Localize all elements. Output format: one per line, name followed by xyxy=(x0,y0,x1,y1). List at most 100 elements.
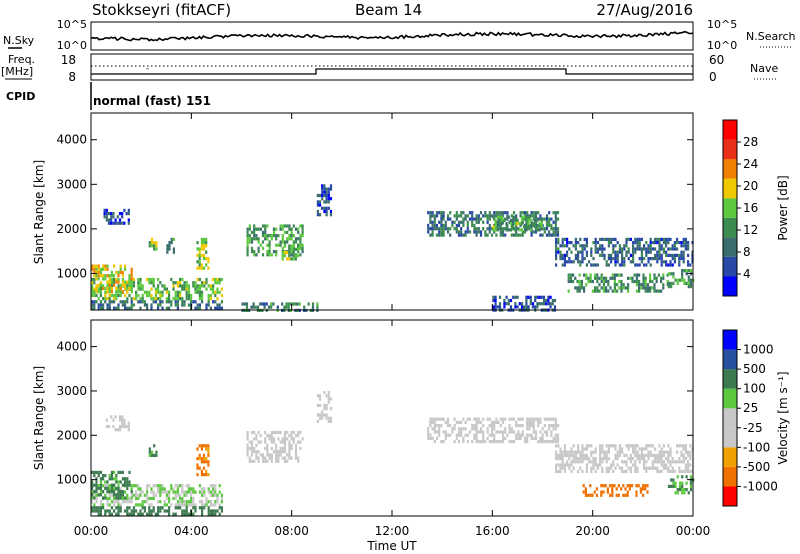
data-cell xyxy=(561,460,564,464)
data-cell xyxy=(150,509,153,513)
data-cell xyxy=(157,287,160,291)
data-cell xyxy=(526,211,529,215)
data-cell xyxy=(137,300,140,304)
data-cell xyxy=(596,250,599,254)
data-cell xyxy=(201,512,204,516)
data-cell xyxy=(153,244,156,248)
data-cell xyxy=(316,413,319,417)
data-cell xyxy=(519,417,522,421)
data-cell xyxy=(130,487,133,491)
data-cell xyxy=(275,253,278,257)
data-cell xyxy=(596,263,599,267)
data-cell xyxy=(123,421,126,425)
data-cell xyxy=(216,493,219,497)
data-cell xyxy=(518,228,521,232)
data-cell xyxy=(159,293,162,298)
data-cell xyxy=(168,490,171,494)
data-cell xyxy=(442,440,445,444)
data-cell xyxy=(93,274,96,278)
data-cell xyxy=(570,241,573,245)
data-cell xyxy=(462,440,465,444)
data-cell xyxy=(585,250,588,254)
data-cell xyxy=(124,477,127,481)
data-cell xyxy=(272,234,276,238)
data-cell xyxy=(477,227,480,231)
data-cell xyxy=(275,459,278,463)
data-cell xyxy=(636,244,639,248)
data-cell xyxy=(97,287,100,291)
data-cell xyxy=(596,241,599,245)
data-cell xyxy=(146,290,149,294)
data-cell xyxy=(444,433,447,437)
data-cell xyxy=(618,279,621,284)
data-cell xyxy=(329,416,333,420)
data-cell xyxy=(527,295,530,299)
data-cell xyxy=(684,463,687,467)
data-cell xyxy=(183,490,186,494)
data-cell xyxy=(526,427,529,431)
data-cell xyxy=(292,437,295,441)
data-cell xyxy=(644,286,647,290)
data-cell xyxy=(214,490,217,494)
data-cell xyxy=(270,437,273,441)
data-cell xyxy=(110,483,113,487)
data-cell xyxy=(183,303,186,307)
data-cell xyxy=(212,503,215,507)
data-cell xyxy=(301,437,304,441)
data-cell xyxy=(569,273,572,277)
data-cell xyxy=(626,493,629,497)
data-cell xyxy=(512,218,515,222)
data-cell xyxy=(296,302,299,306)
data-cell xyxy=(453,427,456,431)
data-cell xyxy=(585,237,588,241)
data-cell xyxy=(246,237,249,241)
data-cell xyxy=(525,298,528,303)
data-cell xyxy=(99,503,102,507)
data-cell xyxy=(154,290,157,294)
data-cell xyxy=(523,436,527,440)
data-cell xyxy=(246,253,249,257)
data-cell xyxy=(538,302,541,306)
data-cell xyxy=(276,305,279,309)
data-cell xyxy=(148,293,151,298)
data-cell xyxy=(515,420,518,424)
data-cell xyxy=(477,420,480,424)
colorbar-cell xyxy=(723,408,737,428)
data-cell xyxy=(201,493,204,497)
data-cell xyxy=(651,241,654,245)
data-cell xyxy=(250,450,254,454)
data-cell xyxy=(482,227,485,231)
data-cell xyxy=(507,302,510,306)
data-cell xyxy=(607,469,610,473)
data-cell xyxy=(466,440,469,444)
data-cell xyxy=(669,447,672,451)
data-cell xyxy=(299,237,302,241)
data-cell xyxy=(181,277,184,282)
data-cell xyxy=(577,241,580,245)
data-cell xyxy=(121,483,124,487)
data-cell xyxy=(172,490,175,494)
data-cell xyxy=(646,286,649,290)
data-cell xyxy=(645,247,648,251)
data-cell xyxy=(554,230,557,234)
data-cell xyxy=(598,283,601,287)
data-cell xyxy=(678,466,681,470)
data-cell xyxy=(268,437,271,441)
data-cell xyxy=(148,281,151,285)
data-cell xyxy=(323,391,326,395)
data-cell xyxy=(183,300,186,304)
data-cell xyxy=(536,218,539,222)
data-cell xyxy=(610,253,613,257)
data-cell xyxy=(532,417,535,421)
data-cell xyxy=(148,290,151,294)
data-cell xyxy=(636,247,639,251)
data-cell xyxy=(286,459,289,463)
data-cell xyxy=(687,466,690,470)
data-cell xyxy=(644,279,647,284)
data-cell xyxy=(530,211,533,215)
data-cell xyxy=(257,459,260,463)
data-cell xyxy=(667,237,670,241)
data-cell xyxy=(165,493,168,497)
data-cell xyxy=(629,253,632,257)
